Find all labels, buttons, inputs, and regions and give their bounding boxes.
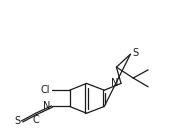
Text: C: C	[33, 115, 39, 125]
Text: S: S	[14, 116, 20, 126]
Text: N: N	[43, 102, 50, 112]
Text: N: N	[111, 78, 119, 88]
Text: S: S	[133, 48, 139, 58]
Text: Cl: Cl	[41, 85, 50, 95]
